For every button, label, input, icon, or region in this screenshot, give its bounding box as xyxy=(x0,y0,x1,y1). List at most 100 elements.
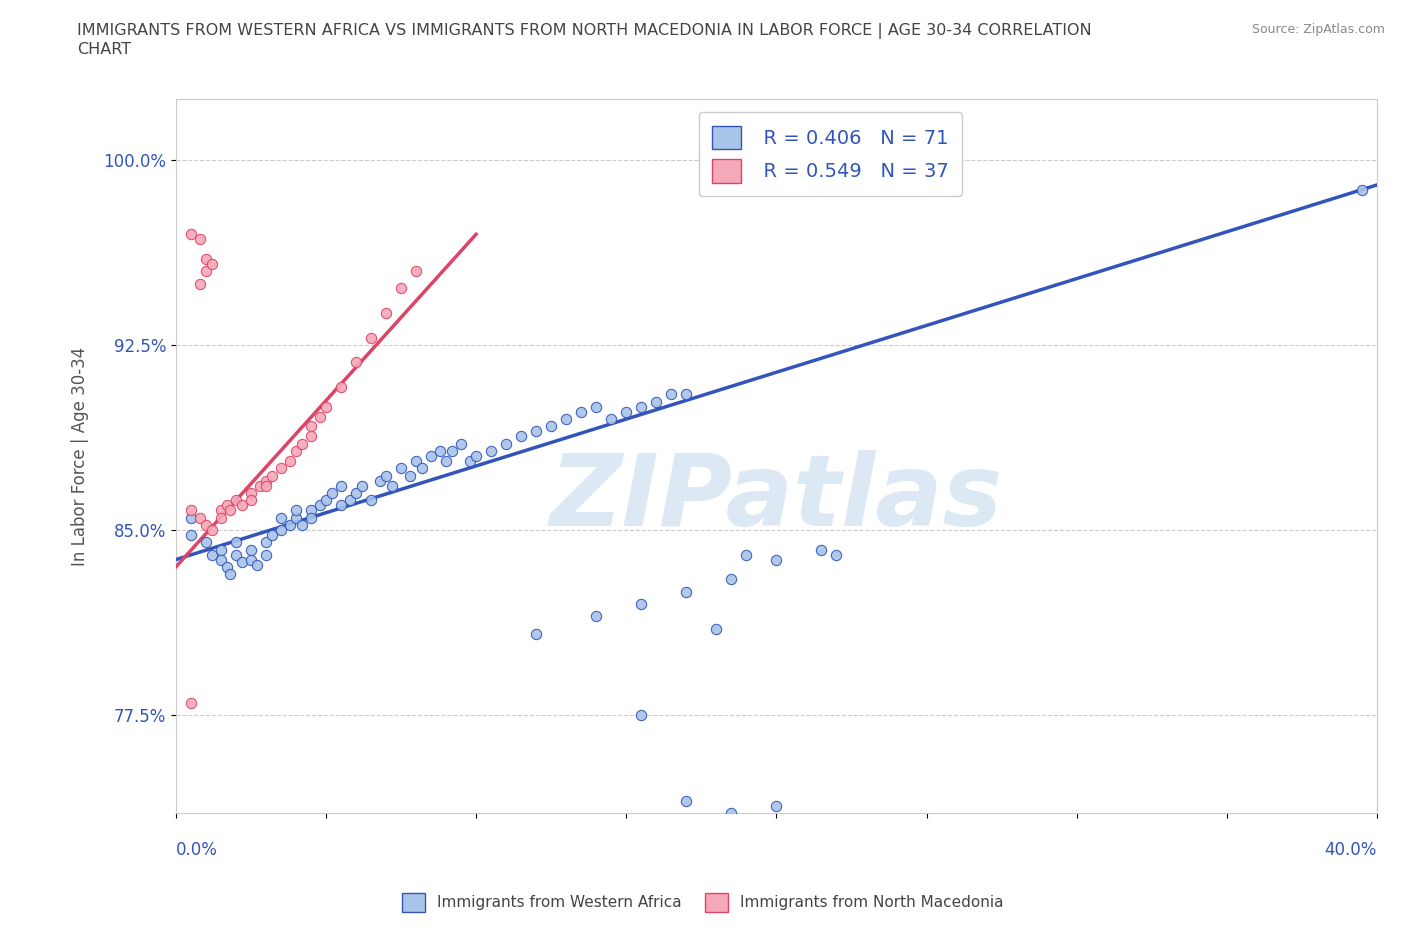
Point xyxy=(720,806,742,821)
Point xyxy=(540,419,562,434)
Text: IMMIGRANTS FROM WESTERN AFRICA VS IMMIGRANTS FROM NORTH MACEDONIA IN LABOR FORCE: IMMIGRANTS FROM WESTERN AFRICA VS IMMIGR… xyxy=(77,23,1092,57)
Point xyxy=(810,542,832,557)
Point xyxy=(254,535,277,550)
Point xyxy=(260,527,283,542)
Point xyxy=(194,251,217,266)
Point xyxy=(405,454,427,469)
Text: ZIPatlas: ZIPatlas xyxy=(550,450,1002,548)
Point xyxy=(675,793,697,808)
Point xyxy=(389,281,412,296)
Point xyxy=(291,436,314,451)
Point xyxy=(569,405,592,419)
Point xyxy=(585,609,607,624)
Legend: Immigrants from Western Africa, Immigrants from North Macedonia: Immigrants from Western Africa, Immigran… xyxy=(396,887,1010,918)
Point xyxy=(270,461,292,476)
Point xyxy=(735,547,758,562)
Point xyxy=(284,511,307,525)
Point xyxy=(188,511,211,525)
Point xyxy=(465,448,488,463)
Point xyxy=(180,527,202,542)
Point xyxy=(429,444,451,458)
Point xyxy=(555,412,578,427)
Point xyxy=(330,478,353,493)
Point xyxy=(260,469,283,484)
Point xyxy=(209,511,232,525)
Point xyxy=(458,454,481,469)
Point xyxy=(411,461,433,476)
Point xyxy=(600,412,623,427)
Point xyxy=(254,547,277,562)
Point xyxy=(188,232,211,246)
Point xyxy=(344,485,367,500)
Point xyxy=(299,419,322,434)
Point xyxy=(254,478,277,493)
Point xyxy=(201,547,224,562)
Point xyxy=(630,399,652,414)
Point xyxy=(675,387,697,402)
Point xyxy=(284,444,307,458)
Point xyxy=(291,518,314,533)
Point xyxy=(630,596,652,611)
Point xyxy=(585,399,607,414)
Point xyxy=(278,454,301,469)
Point xyxy=(330,498,353,512)
Point xyxy=(375,306,398,321)
Point xyxy=(510,429,533,444)
Point xyxy=(201,257,224,272)
Point xyxy=(215,560,238,575)
Point xyxy=(239,493,262,508)
Point xyxy=(188,276,211,291)
Point xyxy=(315,399,337,414)
Point xyxy=(339,493,361,508)
Text: Source: ZipAtlas.com: Source: ZipAtlas.com xyxy=(1251,23,1385,36)
Point xyxy=(278,518,301,533)
Point xyxy=(254,473,277,488)
Point xyxy=(180,503,202,518)
Point xyxy=(225,535,247,550)
Point xyxy=(350,478,373,493)
Point xyxy=(225,493,247,508)
Legend:   R = 0.406   N = 71,   R = 0.549   N = 37: R = 0.406 N = 71, R = 0.549 N = 37 xyxy=(699,112,962,196)
Point xyxy=(381,478,404,493)
Point xyxy=(720,572,742,587)
Point xyxy=(270,511,292,525)
Point xyxy=(270,523,292,538)
Point xyxy=(420,448,443,463)
Point xyxy=(299,511,322,525)
Point xyxy=(231,498,253,512)
Point xyxy=(1351,182,1374,197)
Point xyxy=(219,567,242,582)
Point xyxy=(375,469,398,484)
Point xyxy=(209,552,232,567)
Point xyxy=(630,708,652,723)
Point xyxy=(368,473,391,488)
Y-axis label: In Labor Force | Age 30-34: In Labor Force | Age 30-34 xyxy=(72,347,89,565)
Point xyxy=(495,436,517,451)
Point xyxy=(284,503,307,518)
Point xyxy=(405,264,427,279)
Point xyxy=(614,405,637,419)
Point xyxy=(330,379,353,394)
Point xyxy=(225,547,247,562)
Point xyxy=(479,444,502,458)
Point xyxy=(360,330,382,345)
Point xyxy=(209,503,232,518)
Point xyxy=(675,584,697,599)
Point xyxy=(246,557,269,572)
Point xyxy=(450,436,472,451)
Point xyxy=(825,547,848,562)
Point xyxy=(524,424,547,439)
Point xyxy=(209,542,232,557)
Point xyxy=(180,511,202,525)
Point xyxy=(321,485,343,500)
Point xyxy=(441,444,464,458)
Point xyxy=(309,409,332,424)
Point xyxy=(180,227,202,242)
Point xyxy=(299,429,322,444)
Point xyxy=(194,264,217,279)
Point xyxy=(249,478,271,493)
Point xyxy=(194,535,217,550)
Point xyxy=(344,355,367,370)
Point xyxy=(704,621,727,636)
Point xyxy=(434,454,457,469)
